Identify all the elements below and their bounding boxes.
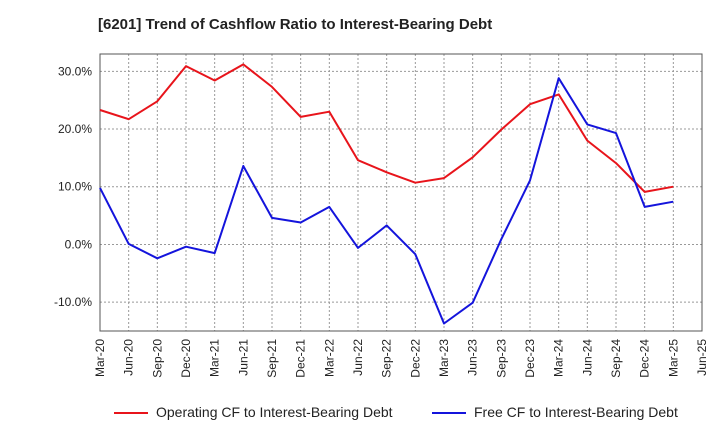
x-tick-label: Jun-21 xyxy=(236,339,250,376)
x-tick-label: Dec-24 xyxy=(638,339,652,378)
x-tick-label: Sep-24 xyxy=(609,339,623,378)
x-tick-label: Sep-21 xyxy=(265,339,279,378)
x-tick-label: Mar-25 xyxy=(666,339,680,377)
x-tick-label: Sep-22 xyxy=(380,339,394,378)
y-tick-label: 30.0% xyxy=(58,64,92,78)
legend-item-free-cf: Free CF to Interest-Bearing Debt xyxy=(432,404,678,420)
x-tick-label: Mar-21 xyxy=(208,339,222,377)
x-tick-label: Mar-22 xyxy=(322,339,336,377)
y-tick-label: -10.0% xyxy=(54,295,92,309)
legend: Operating CF to Interest-Bearing Debt Fr… xyxy=(0,404,720,426)
y-tick-label: 20.0% xyxy=(58,122,92,136)
x-tick-label: Mar-24 xyxy=(552,339,566,377)
series-layer xyxy=(99,63,674,325)
x-tick-label: Jun-22 xyxy=(351,339,365,376)
x-tick-label: Dec-20 xyxy=(179,339,193,378)
y-tick-label: 10.0% xyxy=(58,180,92,194)
x-tick-label: Dec-22 xyxy=(408,339,422,378)
series-line-operating-cf xyxy=(99,63,674,193)
legend-label-operating-cf: Operating CF to Interest-Bearing Debt xyxy=(156,404,393,420)
chart-title: [6201] Trend of Cashflow Ratio to Intere… xyxy=(98,16,493,33)
legend-label-free-cf: Free CF to Interest-Bearing Debt xyxy=(474,404,678,420)
x-tick-label: Dec-23 xyxy=(523,339,537,378)
legend-swatch-free-cf xyxy=(432,412,466,415)
plot-frame xyxy=(99,53,703,332)
legend-swatch-operating-cf xyxy=(114,412,148,415)
grid-layer xyxy=(100,54,702,331)
legend-item-operating-cf: Operating CF to Interest-Bearing Debt xyxy=(114,404,393,420)
x-tick-label: Mar-23 xyxy=(437,339,451,377)
x-tick-label: Dec-21 xyxy=(294,339,308,378)
x-tick-label: Mar-20 xyxy=(93,339,107,377)
x-tick-label: Sep-23 xyxy=(494,339,508,378)
x-tick-label: Jun-23 xyxy=(466,339,480,376)
x-tick-label: Jun-24 xyxy=(580,339,594,376)
x-axis-ticks: Mar-20 Jun-20 Sep-20 Dec-20 Mar-21 Jun-21 Sep-… xyxy=(93,339,709,378)
x-tick-label: Jun-25 xyxy=(695,339,709,376)
x-tick-label: Jun-20 xyxy=(122,339,136,376)
y-tick-label: 0.0% xyxy=(65,237,93,251)
line-chart: -10.0% 0.0% 10.0% 20.0% 30.0% Mar-20 Jun-20 Se… xyxy=(54,53,709,378)
y-axis-ticks: -10.0% 0.0% 10.0% 20.0% 30.0% xyxy=(54,64,92,309)
x-tick-label: Sep-20 xyxy=(150,339,164,378)
series-line-free-cf xyxy=(99,77,674,325)
